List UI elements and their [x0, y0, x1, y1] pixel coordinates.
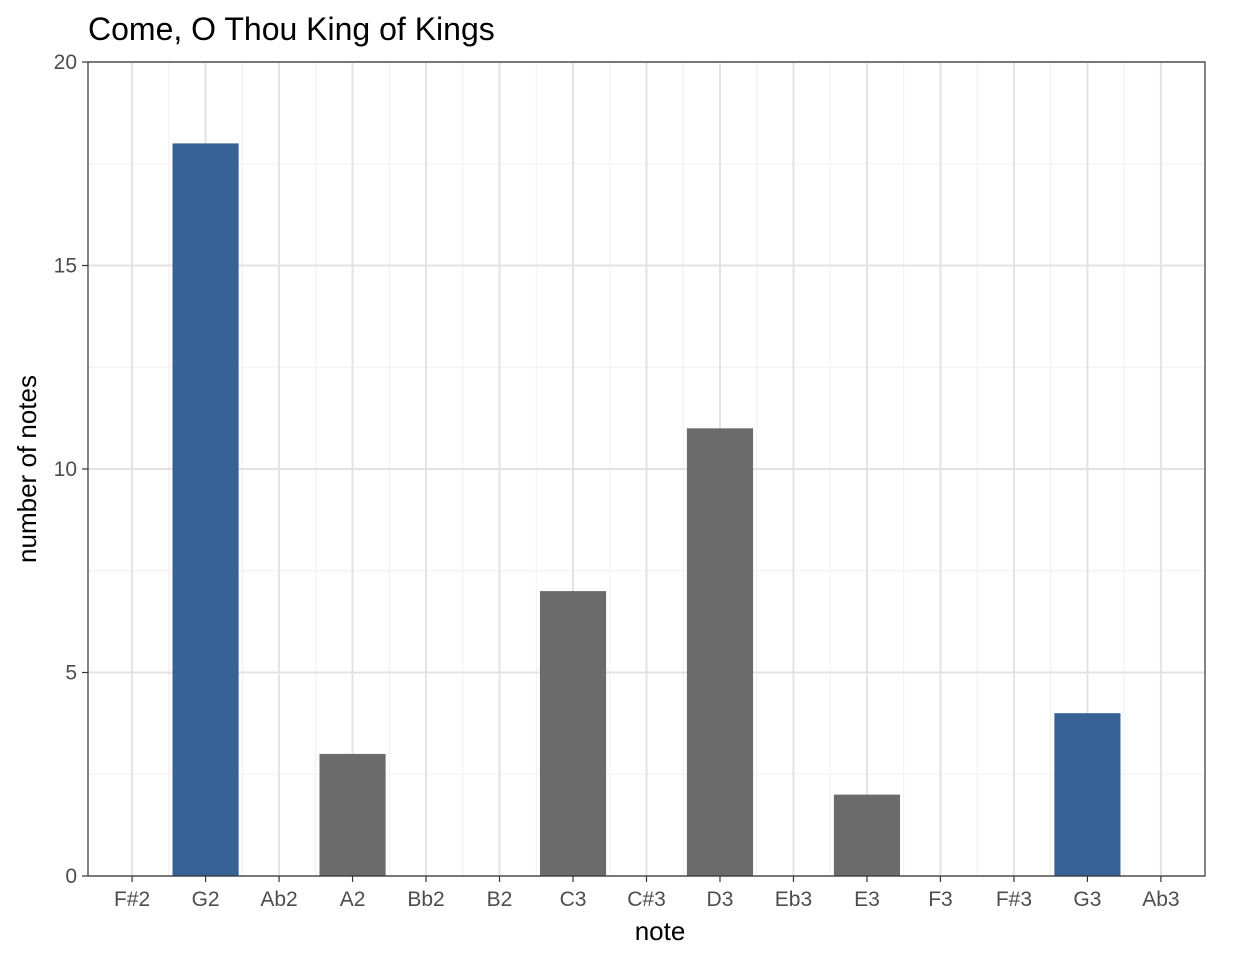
x-tick-label: D3: [707, 888, 734, 911]
x-tick-label: E3: [854, 888, 880, 911]
bar-g3: [1054, 713, 1121, 876]
y-tick-label: 0: [65, 865, 77, 888]
x-tick-label: G3: [1073, 888, 1101, 911]
x-tick-label: Bb2: [407, 888, 444, 911]
y-tick-label: 15: [54, 255, 77, 278]
y-tick-label: 5: [65, 662, 77, 685]
x-tick-label: C#3: [627, 888, 666, 911]
x-tick-label: Ab2: [260, 888, 297, 911]
x-tick-label: Eb3: [775, 888, 812, 911]
x-tick-label: B2: [487, 888, 513, 911]
x-axis: F#2 G2 Ab2 A2 Bb2 B2 C3 C#3 D3 Eb3 E3 F3 F#3 G3 Ab3: [114, 876, 1180, 911]
x-tick-label: C3: [560, 888, 587, 911]
x-tick-label: F3: [928, 888, 953, 911]
x-tick-label: Ab3: [1142, 888, 1179, 911]
bars: [172, 143, 1121, 876]
chart-title: Come, O Thou King of Kings: [88, 11, 495, 47]
y-axis: 0 5 10 15 20: [54, 51, 88, 888]
bar-g2: [172, 143, 239, 876]
x-tick-label: F#2: [114, 888, 150, 911]
bar-e3: [833, 794, 901, 876]
x-tick-label: A2: [340, 888, 366, 911]
bar-c3: [539, 591, 607, 876]
x-tick-label: G2: [192, 888, 220, 911]
x-tick-label: F#3: [996, 888, 1032, 911]
bar-a2: [319, 753, 386, 876]
y-tick-label: 10: [54, 458, 77, 481]
bar-d3: [686, 428, 754, 876]
y-tick-label: 20: [54, 51, 77, 74]
y-axis-title: number of notes: [12, 375, 42, 563]
x-axis-title: note: [635, 916, 686, 946]
